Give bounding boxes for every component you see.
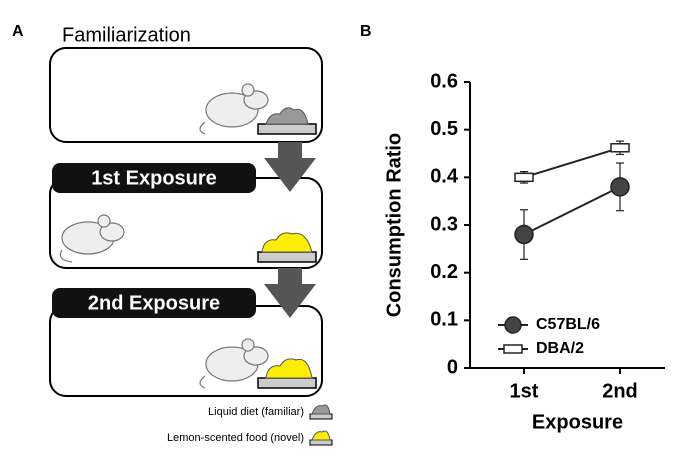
y-axis-label: Consumption Ratio — [383, 133, 405, 317]
tray — [257, 123, 317, 135]
x-tick-label: 1st — [510, 380, 539, 402]
legend-label: C57BL/6 — [536, 316, 600, 333]
liquid-diet — [265, 107, 309, 125]
legend-icon — [311, 404, 331, 415]
mouse — [199, 338, 269, 389]
legend-icon — [309, 439, 333, 446]
arrow — [264, 268, 316, 318]
panel-label: B — [360, 23, 372, 40]
novel-food — [265, 358, 313, 379]
panel-label: A — [12, 23, 24, 40]
step-label: 2nd Exposure — [88, 292, 220, 314]
x-tick-label: 2nd — [602, 380, 638, 402]
stage-title: Familiarization — [62, 24, 191, 46]
legend-label: Lemon-scented food (novel) — [167, 432, 304, 444]
y-tick-label: 0 — [447, 356, 458, 378]
y-tick-label: 0.1 — [430, 309, 458, 331]
tray — [257, 251, 317, 263]
step-tab — [52, 163, 256, 193]
x-axis-label: Exposure — [532, 411, 623, 433]
y-tick-label: 0.6 — [430, 70, 458, 92]
marker — [514, 224, 534, 245]
y-tick-label: 0.2 — [430, 261, 458, 283]
arrow — [264, 142, 316, 192]
legend-icon — [309, 413, 333, 420]
novel-food — [261, 232, 313, 253]
marker — [610, 177, 630, 197]
tray — [257, 377, 317, 389]
legend-label: DBA/2 — [536, 340, 584, 357]
legend-icon — [311, 430, 331, 441]
marker — [610, 143, 630, 153]
mouse — [199, 83, 269, 135]
legend-marker — [503, 344, 523, 354]
y-tick-label: 0.3 — [430, 213, 458, 235]
series-line — [523, 146, 621, 179]
panel-a: A Familiarization 1st Exposure 2nd Expos… — [12, 23, 333, 446]
step-tab — [52, 288, 256, 318]
series-line — [523, 185, 621, 236]
legend-marker — [504, 316, 522, 334]
y-tick-label: 0.5 — [430, 118, 458, 140]
legend-label: Liquid diet (familiar) — [208, 406, 304, 418]
step-label: 1st Exposure — [91, 167, 217, 189]
mouse — [59, 214, 125, 263]
panel-b: B 0 0.1 0.2 0.3 0.4 0.5 0.6 1st 2nd Exposure Consu… — [360, 23, 665, 433]
y-tick-label: 0.4 — [430, 166, 459, 188]
marker — [514, 172, 534, 183]
